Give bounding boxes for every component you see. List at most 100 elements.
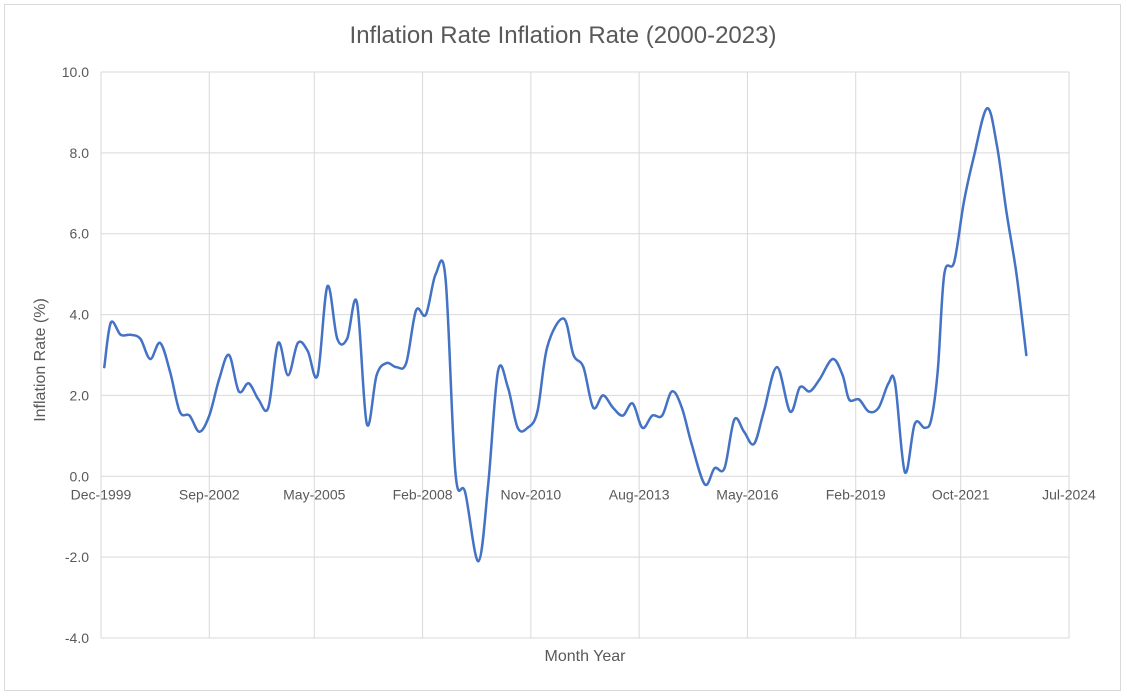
data-point [742,430,746,433]
series-layer [103,107,1028,563]
data-point [841,374,844,377]
data-point [414,309,418,312]
data-point [953,260,956,264]
data-point [277,341,280,345]
data-point [464,491,467,494]
data-point [893,382,897,385]
data-point [572,353,575,357]
data-point [405,361,408,365]
data-point [562,317,565,320]
data-point [670,390,674,393]
data-point [506,386,510,389]
data-point [641,426,644,429]
data-point [723,467,726,470]
data-point [913,422,916,425]
data-point [690,442,693,446]
chart-frame: Inflation Rate Inflation Rate (2000-2023… [4,4,1121,691]
data-point [582,365,585,369]
data-point [526,426,529,429]
data-point [158,341,162,345]
data-point [188,414,191,417]
x-tick-label: Feb-2019 [826,486,886,502]
y-tick-label: -2.0 [65,549,89,565]
data-point [611,406,615,409]
data-point [713,467,716,470]
data-point [496,370,500,373]
data-point [592,406,595,409]
data-point [930,418,933,421]
data-point [1015,272,1018,276]
x-tick-label: May-2005 [283,486,345,502]
gridlines [100,71,1070,639]
x-tick-label: Dec-1999 [71,486,132,502]
y-tick-label: 4.0 [70,307,90,323]
data-point [703,483,706,486]
y-tick-label: 0.0 [70,468,90,484]
data-point [903,471,907,474]
x-tick-label: Oct-2021 [932,486,990,502]
data-point [355,301,359,304]
data-point [487,483,490,486]
x-tick-label: Aug-2013 [609,486,670,502]
data-point [296,341,300,345]
data-point [257,398,260,401]
data-point [985,107,989,110]
data-point [831,357,834,361]
data-point [345,337,349,340]
data-point [424,313,428,316]
x-tick-label: Jul-2024 [1042,486,1096,502]
data-point [1025,353,1028,357]
chart-title: Inflation Rate Inflation Rate (2000-2023… [350,22,777,49]
data-point [168,370,172,373]
data-point [208,414,211,417]
data-point [198,430,201,433]
data-point [434,272,437,276]
data-point [877,406,880,409]
data-point [395,365,398,369]
data-point [375,374,378,377]
data-point [546,345,549,349]
y-tick-label: 6.0 [70,226,90,242]
data-point [752,442,756,446]
data-point [818,378,821,381]
data-point [217,378,221,381]
data-point [385,361,388,365]
data-point [477,560,480,563]
series-line [103,107,1028,563]
data-point [109,321,113,324]
data-point [336,337,339,340]
data-point [680,406,683,409]
data-point [129,333,132,336]
data-point [316,374,319,377]
data-point [267,406,270,409]
y-tick-label: -4.0 [65,630,89,646]
data-point [808,390,811,393]
data-point [867,410,870,413]
x-axis-ticks: Dec-1999 Sep-2002 May-2005 Feb-2008 Nov-2010… [71,486,1096,502]
data-point [887,382,890,385]
data-point [326,285,329,288]
data-point [788,410,792,413]
data-point [119,333,122,336]
x-tick-label: Nov-2010 [501,486,562,502]
data-point [775,365,779,369]
data-point [733,418,736,421]
data-point [247,382,250,385]
data-point [936,370,939,373]
y-axis-ticks: -4.0 -2.0 0.0 2.0 4.0 6.0 8.0 10.0 [62,64,89,646]
y-tick-label: 8.0 [70,145,90,161]
data-point [306,349,309,353]
data-point [454,471,457,474]
data-point [237,390,240,393]
x-tick-label: Feb-2008 [393,486,453,502]
data-point [444,277,447,280]
data-point [286,374,290,377]
data-point [660,414,664,417]
data-point [365,422,368,425]
data-point [227,353,231,357]
data-point [762,410,765,413]
y-tick-label: 10.0 [62,64,89,80]
data-point [516,426,519,429]
data-point [1005,212,1008,215]
data-point [972,155,975,159]
